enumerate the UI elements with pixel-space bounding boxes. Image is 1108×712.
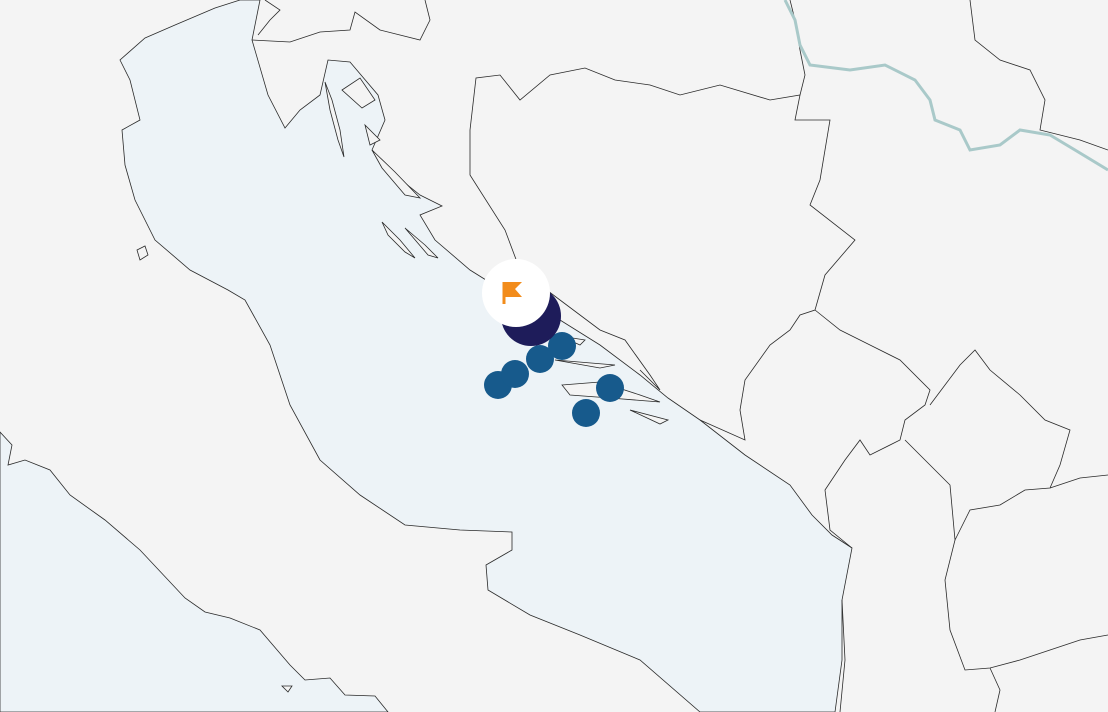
- island: [341, 77, 376, 109]
- border: [257, 0, 281, 36]
- island: [404, 227, 439, 259]
- island: [554, 359, 616, 369]
- markers: [482, 259, 624, 427]
- location-marker[interactable]: [501, 360, 529, 388]
- island: [364, 123, 381, 146]
- island: [324, 81, 345, 158]
- border: [519, 269, 661, 391]
- island: [371, 149, 422, 199]
- location-marker[interactable]: [526, 345, 554, 373]
- island: [629, 409, 670, 425]
- border: [814, 309, 931, 549]
- island: [281, 685, 293, 693]
- flag: [505, 282, 522, 297]
- border: [251, 0, 431, 43]
- adriatic-sea: [119, 0, 853, 712]
- island: [381, 221, 416, 259]
- border: [469, 67, 856, 441]
- island: [136, 245, 149, 261]
- river: [783, 0, 1108, 172]
- border: [1049, 474, 1108, 489]
- location-marker[interactable]: [572, 399, 600, 427]
- borders: [251, 0, 1108, 712]
- border: [989, 667, 1001, 712]
- border: [839, 599, 846, 712]
- tyrrhenian-sea: [0, 431, 389, 712]
- location-marker[interactable]: [548, 332, 576, 360]
- location-marker[interactable]: [596, 374, 624, 402]
- border: [969, 0, 1108, 151]
